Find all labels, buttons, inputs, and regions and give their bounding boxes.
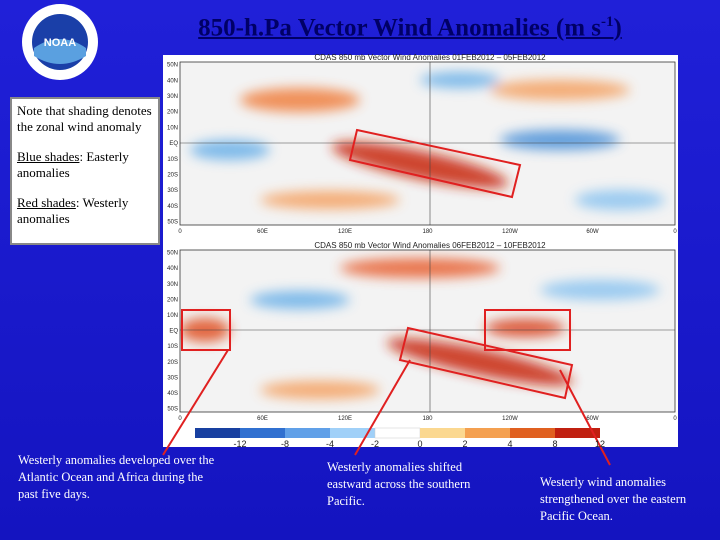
- lon-label: 180: [422, 229, 433, 235]
- logo-wave: [34, 39, 86, 64]
- colorbar-label: 0: [417, 439, 422, 449]
- title-text: 850-h.Pa Vector Wind Anomalies (m s: [198, 14, 601, 42]
- lat-label: 40S: [167, 204, 178, 210]
- lon-label: 0: [673, 229, 677, 235]
- lon-label: 60W: [586, 229, 599, 235]
- slide-title: 850-h.Pa Vector Wind Anomalies (m s-1): [120, 14, 700, 42]
- lat-label: 50S: [167, 220, 178, 226]
- lat-label: 20S: [167, 172, 178, 178]
- lat-label: 30N: [167, 282, 178, 288]
- note-intro: Note that shading denotes the zonal wind…: [17, 103, 152, 134]
- lon-label: 0: [178, 416, 182, 422]
- note-box: Note that shading denotes the zonal wind…: [10, 97, 160, 245]
- colorbar-label: -2: [371, 439, 379, 449]
- lon-label: 120E: [338, 416, 352, 422]
- lat-label: 10N: [167, 313, 178, 319]
- lon-label: 0: [178, 229, 182, 235]
- lon-label: 180: [422, 416, 433, 422]
- colorbar-label: 4: [507, 439, 512, 449]
- note-item: Red shades: Westerly anomalies: [17, 195, 153, 227]
- map-1-shading: [180, 62, 675, 225]
- lat-label: 50N: [167, 63, 178, 69]
- lon-label: 120W: [502, 229, 518, 235]
- lat-label: EQ: [169, 329, 178, 335]
- lat-label: EQ: [169, 141, 178, 147]
- lat-label: 10N: [167, 125, 178, 131]
- lat-label: 10S: [167, 344, 178, 350]
- lat-label: 50S: [167, 407, 178, 413]
- lat-label: 20N: [167, 110, 178, 116]
- lat-label: 40N: [167, 266, 178, 272]
- lon-label: 60E: [257, 416, 268, 422]
- lat-label: 30S: [167, 375, 178, 381]
- lat-label: 20S: [167, 360, 178, 366]
- title-suffix: ): [613, 14, 622, 42]
- caption: Westerly wind anomalies strengthened ove…: [540, 475, 687, 523]
- lat-label: 10S: [167, 157, 178, 163]
- colorbar-label: 2: [462, 439, 467, 449]
- lon-label: 120E: [338, 229, 352, 235]
- lat-label: 40S: [167, 391, 178, 397]
- note-text: : Westerly anomalies: [17, 195, 129, 226]
- lat-label: 20N: [167, 297, 178, 303]
- colorbar-label: 8: [552, 439, 557, 449]
- logo-text: NOAA: [44, 37, 76, 49]
- note-label: Red shades: [17, 195, 76, 210]
- colorbar-label: 12: [595, 439, 605, 449]
- lon-label: 120W: [502, 416, 518, 422]
- lat-label: 30S: [167, 188, 178, 194]
- caption: Westerly anomalies shifted eastward acro…: [327, 460, 471, 508]
- note-item: Blue shades: Easterly anomalies: [17, 149, 153, 181]
- lat-label: 30N: [167, 94, 178, 100]
- map-2-border: [179, 249, 676, 413]
- lat-label: 40N: [167, 78, 178, 84]
- lat-label: 50N: [167, 251, 178, 257]
- highlight-boxes: [162, 128, 611, 466]
- map-title: CDAS 850 mb Vector Wind Anomalies 01FEB2…: [314, 53, 546, 62]
- caption: Westerly anomalies developed over the At…: [18, 453, 215, 501]
- map-1-border: [179, 61, 676, 226]
- map-title: CDAS 850 mb Vector Wind Anomalies 06FEB2…: [314, 241, 546, 250]
- colorbar: [195, 427, 600, 439]
- colorbar-label: -8: [281, 439, 289, 449]
- note-text: : Easterly anomalies: [17, 149, 129, 180]
- lon-label: 60W: [586, 416, 599, 422]
- lon-label: 60E: [257, 229, 268, 235]
- map-2-shading: [180, 250, 675, 412]
- colorbar-label: -4: [326, 439, 334, 449]
- title-superscript: -1: [601, 14, 614, 30]
- lon-label: 0: [673, 416, 677, 422]
- note-label: Blue shades: [17, 149, 80, 164]
- colorbar-label: -12: [233, 439, 246, 449]
